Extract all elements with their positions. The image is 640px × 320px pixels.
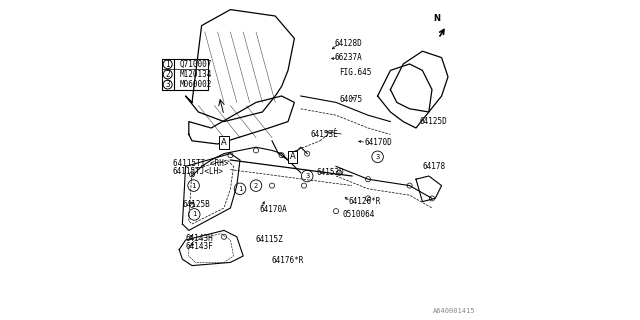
Text: 64115TI <RH>: 64115TI <RH> — [173, 159, 228, 168]
Text: 2: 2 — [254, 183, 258, 188]
Text: 64125B: 64125B — [182, 200, 210, 209]
Circle shape — [365, 196, 371, 201]
Text: A: A — [290, 152, 296, 161]
Text: Q710007: Q710007 — [179, 60, 212, 69]
Text: N: N — [433, 14, 440, 23]
Text: 64115Z: 64115Z — [256, 236, 284, 244]
Text: M060002: M060002 — [179, 80, 212, 89]
Circle shape — [163, 70, 172, 79]
Circle shape — [253, 148, 259, 153]
Text: A640001415: A640001415 — [433, 308, 475, 314]
Text: M120134: M120134 — [179, 70, 212, 79]
Text: 64075: 64075 — [339, 95, 362, 104]
Text: 2: 2 — [165, 70, 170, 79]
Circle shape — [250, 180, 262, 191]
Circle shape — [189, 202, 195, 207]
Text: 64178: 64178 — [422, 162, 445, 171]
Circle shape — [279, 153, 284, 158]
Circle shape — [234, 183, 246, 195]
Text: A: A — [221, 138, 227, 147]
Circle shape — [188, 180, 200, 191]
Text: 1: 1 — [165, 60, 170, 69]
Text: 0510064: 0510064 — [342, 210, 375, 219]
Text: 64115TJ<LH>: 64115TJ<LH> — [173, 167, 223, 176]
Circle shape — [301, 170, 313, 182]
Circle shape — [365, 177, 371, 182]
Text: 66237A: 66237A — [334, 53, 362, 62]
Circle shape — [301, 183, 307, 188]
Circle shape — [189, 209, 200, 220]
Text: FIG.645: FIG.645 — [339, 68, 372, 76]
Circle shape — [221, 234, 227, 239]
Circle shape — [269, 183, 275, 188]
Circle shape — [333, 209, 339, 214]
Text: 64176*R: 64176*R — [272, 256, 305, 265]
Text: 64143F: 64143F — [186, 242, 213, 251]
Circle shape — [337, 170, 342, 175]
Text: 64170A: 64170A — [259, 205, 287, 214]
Text: 64153D: 64153D — [317, 168, 344, 177]
Text: 1: 1 — [192, 212, 196, 217]
Circle shape — [163, 80, 172, 89]
Text: 64126*R: 64126*R — [349, 197, 381, 206]
Text: 3: 3 — [376, 154, 380, 160]
Circle shape — [372, 151, 383, 163]
Text: 1: 1 — [238, 186, 242, 192]
Text: 3: 3 — [165, 80, 170, 89]
Circle shape — [228, 153, 233, 158]
Circle shape — [163, 60, 172, 69]
Text: 1: 1 — [191, 183, 196, 188]
Circle shape — [189, 172, 195, 177]
Circle shape — [429, 196, 435, 201]
Text: 64170D: 64170D — [365, 138, 392, 147]
Text: 3: 3 — [305, 173, 309, 179]
Text: 64128D: 64128D — [334, 39, 362, 48]
Text: 64125D: 64125D — [419, 117, 447, 126]
Text: 64153E: 64153E — [310, 130, 338, 139]
FancyBboxPatch shape — [161, 59, 208, 90]
Text: 64143H: 64143H — [186, 234, 213, 243]
Circle shape — [407, 183, 412, 188]
Circle shape — [305, 151, 310, 156]
